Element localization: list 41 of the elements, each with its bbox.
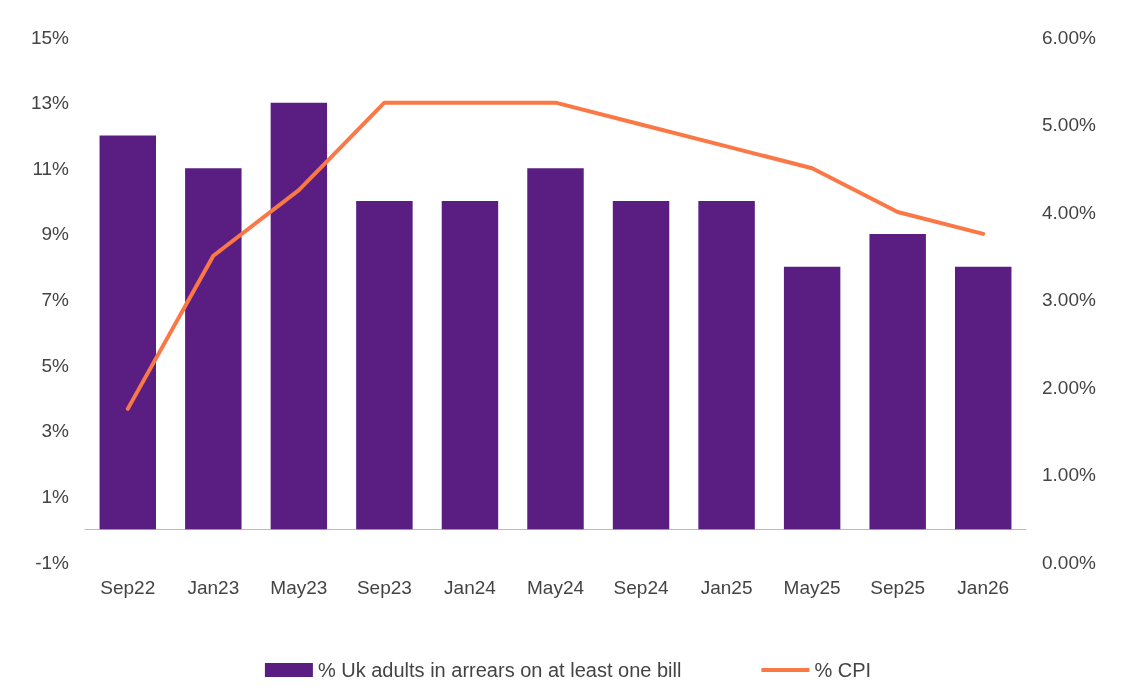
- y2-tick-label: 0.00%: [1042, 551, 1096, 573]
- x-tick-label: Jan26: [957, 577, 1010, 598]
- x-tick-label: May25: [783, 577, 841, 598]
- bar: [185, 168, 242, 530]
- y2-tick-label: 4.00%: [1042, 201, 1096, 223]
- y-tick-label: 7%: [41, 289, 70, 310]
- x-tick-label: Sep24: [613, 577, 669, 598]
- bar: [527, 168, 584, 530]
- bar: [698, 201, 755, 530]
- y2-tick-label: 2.00%: [1042, 376, 1096, 398]
- y-tick-label: -1%: [35, 551, 70, 573]
- legend-label: % CPI: [814, 659, 872, 681]
- y-tick-label: 3%: [41, 420, 70, 442]
- bar: [356, 201, 413, 530]
- bar: [612, 201, 670, 530]
- line-series: [125, 100, 986, 411]
- y2-tick-label: 3.00%: [1042, 289, 1096, 310]
- y-tick-label: 5%: [41, 354, 70, 376]
- y-tick-label: 1%: [41, 485, 70, 507]
- bar: [270, 102, 328, 530]
- x-tick-label: Sep25: [870, 577, 926, 598]
- y-tick-label: 9%: [41, 223, 70, 245]
- y2-tick-label: 5.00%: [1042, 114, 1096, 135]
- y2-tick-label: 6.00%: [1042, 26, 1096, 48]
- bar: [99, 135, 156, 530]
- x-tick-label: Sep22: [100, 577, 156, 598]
- bar: [955, 266, 1012, 530]
- x-tick-label: Jan25: [700, 577, 753, 598]
- y-tick-label: 11%: [32, 157, 70, 179]
- bar: [441, 201, 499, 530]
- y-tick-label: 15%: [30, 26, 70, 48]
- y-tick-label: 13%: [30, 92, 70, 114]
- x-tick-label: Sep23: [356, 577, 412, 598]
- bar: [869, 233, 926, 530]
- legend-label: % Uk adults in arrears on at least one bill: [317, 659, 682, 681]
- x-tick-label: May23: [270, 577, 328, 598]
- x-tick-label: Jan24: [444, 577, 497, 598]
- y2-tick-label: 1.00%: [1042, 464, 1096, 485]
- x-tick-label: Jan23: [187, 577, 240, 598]
- x-tick-label: May24: [526, 577, 585, 598]
- bar: [783, 266, 841, 530]
